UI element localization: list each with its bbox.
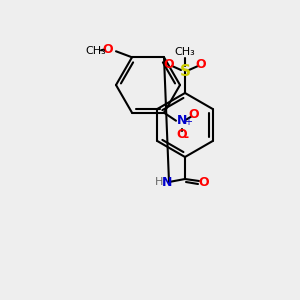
Text: N: N: [162, 176, 172, 188]
Text: O: O: [199, 176, 209, 190]
Text: O: O: [177, 128, 187, 141]
Text: CH₃: CH₃: [85, 46, 106, 56]
Text: H: H: [155, 177, 163, 187]
Text: +: +: [184, 117, 192, 127]
Text: S: S: [179, 64, 191, 79]
Text: N: N: [177, 114, 187, 127]
Text: O: O: [189, 108, 199, 121]
Text: O: O: [103, 43, 113, 56]
Text: O: O: [196, 58, 206, 71]
Text: O: O: [164, 58, 174, 71]
Text: -: -: [183, 131, 189, 144]
Text: CH₃: CH₃: [175, 47, 195, 57]
